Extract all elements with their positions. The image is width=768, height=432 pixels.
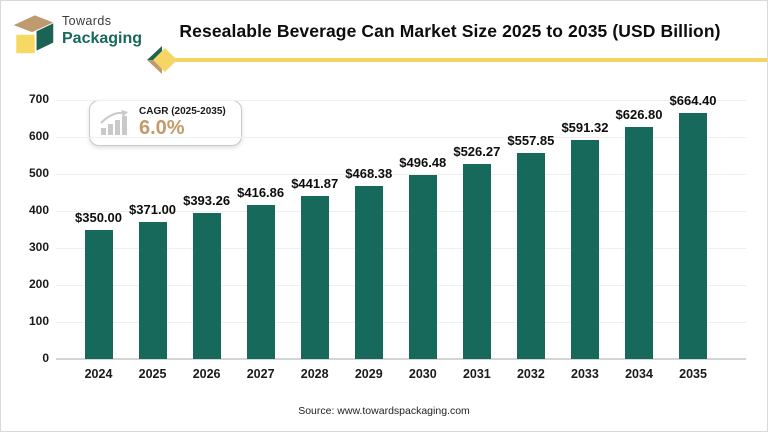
x-tick-label: 2029	[354, 367, 383, 381]
gridline	[56, 321, 746, 323]
brand-name-bottom: Packaging	[62, 30, 143, 47]
gridline	[56, 210, 746, 212]
bar-value-label: $350.00	[75, 209, 122, 225]
bar-value-label: $557.85	[507, 132, 555, 148]
bar-value-label: $441.87	[291, 175, 339, 191]
y-tick-label: 400	[28, 203, 49, 217]
bar	[462, 164, 491, 359]
cagr-badge-text: CAGR (2025-2035) 6.0%	[139, 106, 226, 139]
bar-value-label: $393.26	[183, 193, 231, 209]
bar-value-label: $371.00	[129, 201, 177, 217]
y-tick-label: 300	[28, 240, 49, 254]
brand-logo: Towards Packaging	[11, 11, 142, 55]
x-tick-label: 2025	[138, 367, 167, 381]
x-tick-label: 2033	[571, 367, 599, 381]
y-tick-label: 500	[28, 166, 49, 180]
x-axis-line	[56, 358, 746, 360]
gridline	[56, 247, 746, 249]
cagr-label: CAGR (2025-2035)	[139, 106, 226, 117]
x-tick-label: 2027	[246, 367, 275, 381]
bar	[516, 152, 545, 359]
x-tick-label: 2035	[679, 367, 707, 381]
title-underline	[173, 58, 767, 62]
growth-bars-arrow-icon	[100, 109, 128, 135]
y-tick-label: 600	[28, 129, 49, 143]
bar	[354, 185, 383, 359]
x-tick-label: 2034	[625, 367, 653, 381]
x-tick-label: 2028	[300, 367, 329, 381]
bar-value-label: $416.86	[237, 184, 285, 200]
bar	[408, 175, 437, 359]
y-tick-label: 200	[28, 277, 49, 291]
x-tick-label: 2031	[462, 367, 491, 381]
y-tick-label: 700	[28, 92, 49, 106]
x-tick-label: 2026	[192, 367, 221, 381]
bar-value-label: $626.80	[615, 107, 663, 123]
bar-value-label: $468.38	[345, 165, 393, 181]
bar	[192, 213, 221, 359]
bar	[300, 195, 329, 359]
source-attribution: Source: www.towardspackaging.com	[298, 405, 470, 417]
cagr-value: 6.0%	[139, 117, 185, 139]
brand-name: Towards Packaging	[62, 14, 142, 48]
x-tick-label: 2030	[408, 367, 437, 381]
bar	[138, 221, 167, 359]
bar	[570, 140, 599, 359]
bar-value-label: $591.32	[561, 120, 609, 136]
cagr-badge: CAGR (2025-2035) 6.0%	[89, 100, 242, 146]
bar	[246, 204, 275, 359]
y-tick-label: 100	[28, 314, 49, 328]
x-tick-label: 2024	[84, 367, 113, 381]
packaging-box-cube-icon	[13, 15, 54, 54]
bar-value-label: $496.48	[399, 155, 447, 171]
bar	[679, 113, 708, 359]
y-tick-label: 0	[42, 351, 49, 365]
gridline	[56, 173, 746, 175]
gridline	[56, 284, 746, 286]
chart-title: Resealable Beverage Can Market Size 2025…	[179, 21, 721, 41]
brand-name-top: Towards	[62, 14, 112, 28]
x-tick-label: 2032	[516, 367, 545, 381]
bar-value-label: $526.27	[453, 144, 501, 160]
gridline	[56, 99, 746, 101]
bar-value-label: $664.40	[669, 93, 717, 109]
gridline	[56, 136, 746, 138]
chevron-diamond-icon	[147, 46, 177, 74]
bar	[84, 229, 113, 359]
bar	[625, 127, 653, 359]
